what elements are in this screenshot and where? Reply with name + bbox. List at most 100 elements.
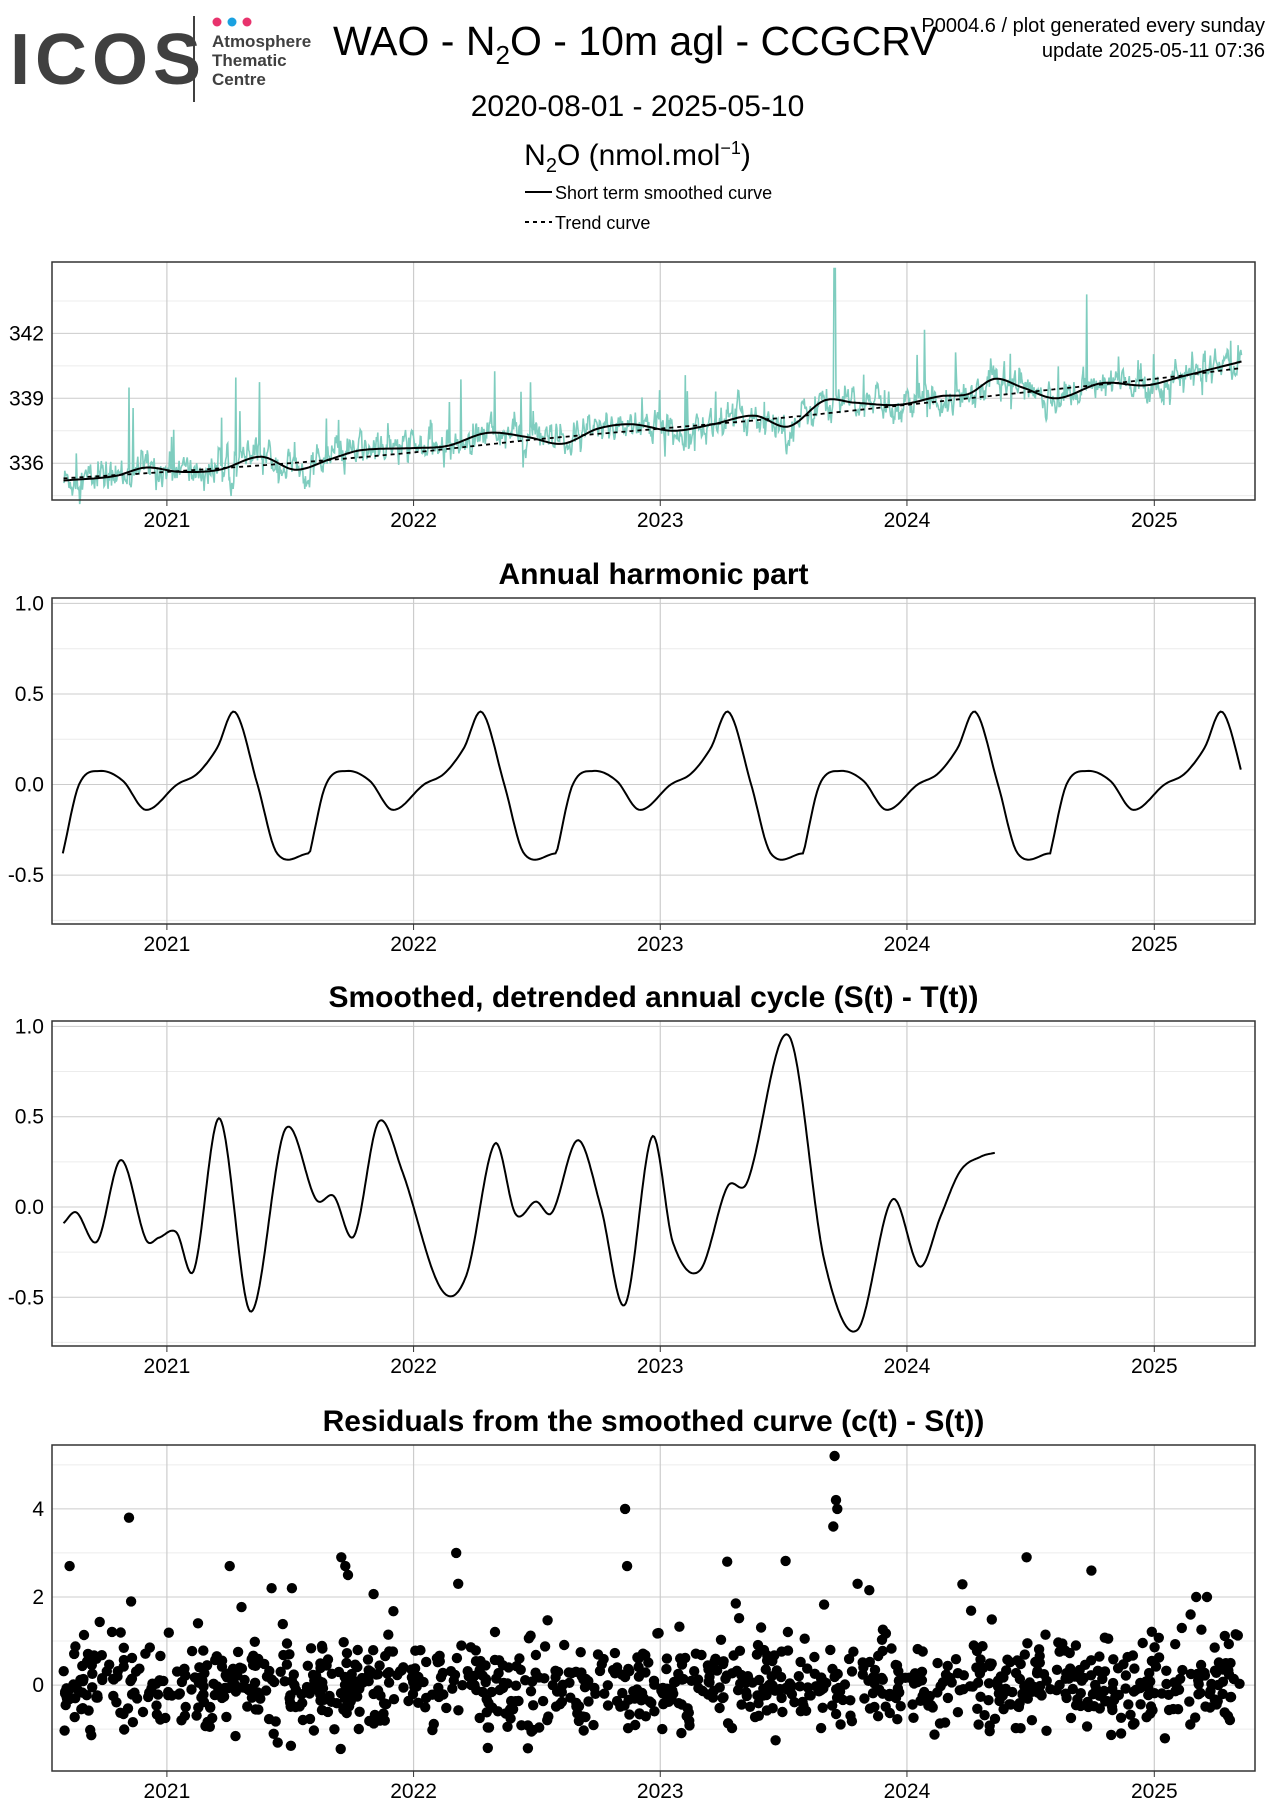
residual-point bbox=[315, 1662, 326, 1674]
residual-point bbox=[1184, 1696, 1195, 1707]
residual-point bbox=[216, 1661, 228, 1672]
residual-point bbox=[714, 1702, 725, 1714]
residual-point bbox=[137, 1706, 149, 1718]
residual-point bbox=[780, 1555, 791, 1567]
residual-point bbox=[126, 1652, 138, 1664]
residual-point bbox=[288, 1669, 299, 1680]
residual-point bbox=[453, 1705, 464, 1716]
residual-point bbox=[876, 1672, 887, 1684]
logo-dot-3 bbox=[242, 17, 252, 27]
residual-point bbox=[828, 1521, 839, 1532]
residual-point bbox=[480, 1673, 492, 1685]
residual-point bbox=[525, 1686, 537, 1697]
residual-point bbox=[714, 1682, 725, 1693]
residual-point bbox=[434, 1656, 445, 1667]
residual-point bbox=[886, 1643, 897, 1654]
residual-point bbox=[1015, 1658, 1026, 1670]
residual-point bbox=[767, 1680, 778, 1691]
residual-point bbox=[1127, 1719, 1139, 1730]
residual-point bbox=[815, 1722, 827, 1734]
residual-point bbox=[398, 1682, 409, 1693]
residual-point bbox=[530, 1667, 541, 1678]
residual-point bbox=[869, 1701, 880, 1713]
x-tick-label: 2024 bbox=[884, 509, 931, 532]
residual-point bbox=[1112, 1663, 1124, 1674]
residual-point bbox=[975, 1691, 986, 1703]
residual-point bbox=[715, 1634, 727, 1646]
residual-point bbox=[973, 1719, 984, 1730]
residual-point bbox=[583, 1696, 594, 1707]
residual-point bbox=[622, 1723, 634, 1734]
residual-point bbox=[1090, 1679, 1101, 1691]
residual-point bbox=[427, 1724, 438, 1736]
residual-point bbox=[230, 1730, 241, 1742]
residual-point bbox=[892, 1714, 903, 1725]
y-tick-label: 0.0 bbox=[15, 1196, 44, 1219]
residual-point bbox=[392, 1669, 403, 1681]
residual-point bbox=[408, 1677, 419, 1688]
residual-point bbox=[237, 1682, 248, 1693]
meta-line-1: P0004.6 / plot generated every sunday bbox=[921, 15, 1265, 37]
residual-point bbox=[726, 1668, 738, 1679]
residual-point bbox=[1230, 1629, 1241, 1640]
residual-point bbox=[675, 1653, 686, 1664]
residual-point bbox=[1065, 1712, 1077, 1724]
residual-point bbox=[268, 1728, 279, 1740]
residual-point bbox=[829, 1450, 840, 1462]
residual-point bbox=[1213, 1679, 1224, 1691]
residual-point bbox=[290, 1701, 301, 1713]
residual-point bbox=[362, 1654, 374, 1665]
residual-point bbox=[1022, 1638, 1033, 1649]
y-tick-label: 0.0 bbox=[15, 774, 44, 797]
residual-point bbox=[224, 1560, 235, 1572]
x-tick-label: 2024 bbox=[884, 1780, 931, 1800]
legend-solid-label: Short term smoothed curve bbox=[555, 183, 772, 203]
residual-point bbox=[802, 1663, 813, 1674]
residual-point bbox=[1213, 1657, 1225, 1668]
residual-point bbox=[510, 1680, 522, 1691]
residual-point bbox=[180, 1701, 191, 1713]
residual-point bbox=[559, 1639, 570, 1651]
residual-point bbox=[576, 1671, 587, 1682]
unit-superscript: −1 bbox=[720, 138, 741, 158]
residual-point bbox=[877, 1645, 888, 1657]
residual-point bbox=[504, 1704, 516, 1715]
residual-point bbox=[77, 1660, 88, 1672]
residual-point bbox=[158, 1675, 169, 1687]
title-part-1: WAO - N bbox=[333, 18, 496, 64]
residual-point bbox=[884, 1707, 895, 1719]
residual-point bbox=[1209, 1642, 1220, 1653]
residual-point bbox=[1199, 1667, 1210, 1679]
plot-meta: P0004.6 / plot generated every sunday up… bbox=[921, 14, 1265, 64]
residual-point bbox=[722, 1718, 734, 1729]
residual-point bbox=[1065, 1663, 1076, 1674]
residual-point bbox=[445, 1666, 457, 1677]
icos-logo: ICOS Atmosphere Thematic Centre bbox=[10, 16, 311, 102]
residual-point bbox=[753, 1698, 764, 1709]
residual-point bbox=[250, 1704, 261, 1715]
residual-point bbox=[631, 1684, 643, 1695]
chart-legend: Short term smoothed curve Trend curve bbox=[525, 183, 772, 233]
residual-point bbox=[503, 1662, 514, 1673]
residual-point bbox=[891, 1660, 903, 1671]
residual-point bbox=[730, 1598, 741, 1609]
residual-point bbox=[1085, 1670, 1097, 1681]
residual-point bbox=[513, 1695, 524, 1707]
residual-point bbox=[448, 1675, 459, 1686]
residual-point bbox=[809, 1651, 820, 1663]
residual-point bbox=[1185, 1719, 1196, 1730]
residual-point bbox=[1219, 1630, 1231, 1642]
residual-point bbox=[118, 1642, 129, 1654]
residual-point bbox=[281, 1638, 293, 1649]
residual-point bbox=[619, 1671, 631, 1683]
residual-point bbox=[1146, 1626, 1158, 1638]
x-tick-label: 2021 bbox=[144, 933, 191, 956]
residual-point bbox=[673, 1668, 684, 1680]
residual-point bbox=[286, 1583, 298, 1594]
residual-point bbox=[673, 1698, 684, 1709]
residual-point bbox=[771, 1665, 782, 1676]
residual-point bbox=[986, 1614, 997, 1625]
residual-point bbox=[119, 1724, 130, 1735]
residual-point bbox=[1021, 1552, 1032, 1563]
residual-point bbox=[152, 1689, 164, 1700]
